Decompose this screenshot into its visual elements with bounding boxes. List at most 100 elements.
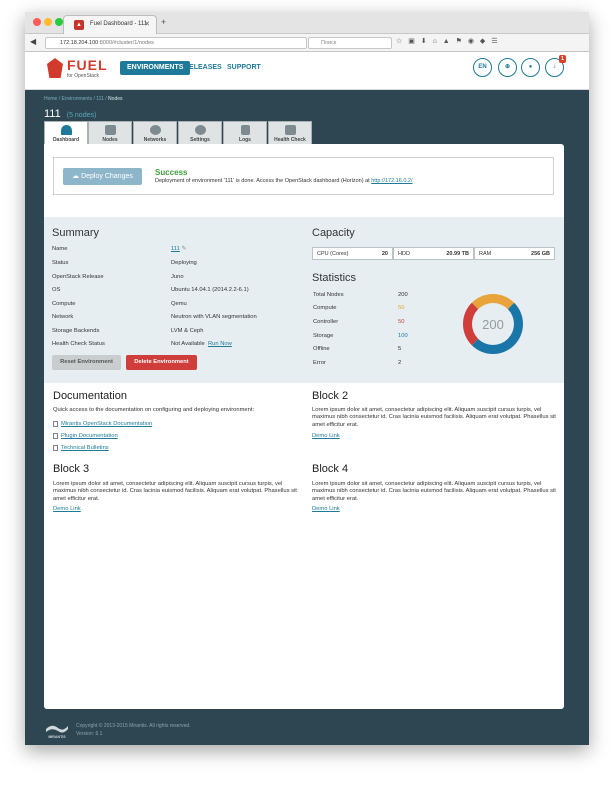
deploy-changes-button[interactable]: ☁ Deploy Changes <box>63 168 142 185</box>
minimize-window-dot[interactable] <box>44 18 52 26</box>
run-now-link[interactable]: Run Now <box>207 341 232 347</box>
doc-link-bulletins[interactable]: Technical Bulletins <box>61 445 109 451</box>
donut-total: 200 <box>482 317 504 332</box>
block-2-title: Block 2 <box>312 390 349 402</box>
tab-settings[interactable]: Settings <box>178 121 222 144</box>
close-window-dot[interactable] <box>33 18 41 26</box>
notifications-icon[interactable]: ♪ 1 <box>545 55 566 77</box>
network-icon[interactable]: ⊕ <box>498 58 517 77</box>
tab-label: Nodes <box>102 137 118 143</box>
tab-logs[interactable]: Logs <box>223 121 267 144</box>
language-icon[interactable]: EN <box>473 58 492 77</box>
breadcrumb-current: Nodes <box>108 96 123 102</box>
health-check-icon <box>285 125 296 135</box>
browser-tab-title: Fuel Dashboard - 111 <box>90 21 148 27</box>
stat-value: 2 <box>398 360 402 366</box>
block-4-link[interactable]: Demo Link <box>312 506 340 512</box>
edit-name-icon[interactable]: ✎ <box>181 246 187 252</box>
horizon-link[interactable]: http://172.16.0.2/ <box>371 178 413 184</box>
stat-key: Storage <box>313 333 334 339</box>
url-path: :8000/#cluster/1/nodes <box>98 40 154 46</box>
summary-value-name: 111 ✎ <box>171 246 186 252</box>
deploy-changes-label: Deploy Changes <box>81 173 133 180</box>
browser-window: ▲ Fuel Dashboard - 111 ✕ + ◀ 172.18.204.… <box>25 12 589 745</box>
page-title: 111 (5 nodes) <box>44 108 96 120</box>
capacity-hdd: HDD 20.99 TB <box>393 247 474 260</box>
logo-text[interactable]: FUEL <box>67 57 108 73</box>
tab-label: Settings <box>190 137 210 143</box>
stat-value: 50 <box>398 319 405 325</box>
documentation-intro: Quick access to the documentation on con… <box>53 407 255 413</box>
fuel-favicon-icon: ▲ <box>74 20 84 30</box>
capacity-title: Capacity <box>312 227 355 239</box>
footer-brand: MIRANTIS <box>48 735 66 739</box>
node-count-link[interactable]: (5 nodes) <box>66 112 97 119</box>
cpu-label: CPU (Cores) <box>317 251 349 257</box>
summary-key: Storage Backends <box>52 328 100 334</box>
stat-key: Total Nodes <box>313 292 344 298</box>
user-icon[interactable]: ● <box>521 58 540 77</box>
deploy-status-message: Deployment of environment '111' is done.… <box>155 178 413 184</box>
tab-dashboard[interactable]: Dashboard <box>44 121 88 145</box>
breadcrumb-environments[interactable]: Environments <box>61 96 93 102</box>
tab-health-check[interactable]: Health Check <box>268 121 312 144</box>
footer-copyright: Copyright © 2013-2015 Mirantis. All righ… <box>76 723 191 729</box>
donut-segment-compute <box>471 294 515 310</box>
stat-value: 100 <box>398 333 408 339</box>
block-4-text: Lorem ipsum dolor sit amet, consectetur … <box>312 481 556 502</box>
summary-key: Status <box>52 260 69 266</box>
tab-label: Health Check <box>274 137 306 143</box>
close-tab-icon[interactable]: ✕ <box>144 21 150 28</box>
nav-support[interactable]: Support <box>227 64 261 71</box>
logs-icon <box>241 125 250 135</box>
tab-label: Dashboard <box>52 137 80 143</box>
summary-section: Summary Name 111 ✎ Status Deploying Open… <box>44 217 564 383</box>
delete-environment-button[interactable]: Delete Environment <box>126 355 197 370</box>
statistics-title: Statistics <box>312 272 357 284</box>
donut-segments <box>463 294 523 354</box>
summary-key: Compute <box>52 301 76 307</box>
capacity-cpu: CPU (Cores) 20 <box>312 247 393 260</box>
stat-value: 5 <box>398 346 402 352</box>
settings-icon <box>195 125 206 135</box>
breadcrumb-environment[interactable]: 111 <box>96 96 104 102</box>
summary-value: Juno <box>171 274 184 280</box>
nav-environments[interactable]: Environments <box>120 61 191 75</box>
summary-key: Name <box>52 246 68 252</box>
breadcrumb-home[interactable]: Home <box>44 96 58 102</box>
tab-nodes[interactable]: Nodes <box>88 121 132 144</box>
tab-label: Logs <box>239 137 251 143</box>
deploy-status-title: Success <box>155 168 188 177</box>
node-stats-donut: 200 <box>463 294 523 354</box>
app-header: FUEL for OpenStack Environments Releases… <box>25 52 589 90</box>
block-2-text: Lorem ipsum dolor sit amet, consectetur … <box>312 407 556 428</box>
doc-link-mirantis[interactable]: Mirantis OpenStack Documentation <box>61 421 153 427</box>
tab-networks[interactable]: Networks <box>133 121 177 144</box>
doc-link-plugin[interactable]: Plugin Documentation <box>61 433 118 439</box>
block-3-link[interactable]: Demo Link <box>53 506 81 512</box>
documentation-title: Documentation <box>53 390 127 402</box>
browser-tab[interactable]: ▲ Fuel Dashboard - 111 ✕ <box>63 15 157 34</box>
notifications-badge: 1 <box>559 55 566 63</box>
zoom-window-dot[interactable] <box>55 18 63 26</box>
fuel-logo-icon[interactable] <box>47 58 63 78</box>
environment-name-link[interactable]: 111 <box>171 246 180 252</box>
logo-subtitle: for OpenStack <box>67 73 99 79</box>
reset-environment-button[interactable]: Reset Environment <box>52 355 121 370</box>
address-bar[interactable]: 172.18.204.100:8000/#cluster/1/nodes <box>45 37 307 49</box>
ram-label: RAM <box>479 251 492 257</box>
new-tab-icon[interactable]: + <box>161 17 167 27</box>
summary-key: Network <box>52 314 74 320</box>
nav-releases[interactable]: Releases <box>184 64 222 71</box>
back-icon[interactable]: ◀ <box>30 37 37 46</box>
search-placeholder: Поиск <box>321 40 337 46</box>
mirantis-logo-icon[interactable]: MIRANTIS <box>45 721 69 739</box>
browser-search-input[interactable]: Поиск <box>308 37 392 49</box>
stat-key: Controller <box>313 319 339 325</box>
block-2-link[interactable]: Demo Link <box>312 433 340 439</box>
deploy-message-text: Deployment of environment '111' is done.… <box>155 178 370 184</box>
capacity-ram: RAM 256 GB <box>474 247 555 260</box>
browser-toolbar: ◀ 172.18.204.100:8000/#cluster/1/nodes П… <box>25 34 589 52</box>
browser-toolbar-icons[interactable]: ☆ ▣ ⬇ ⌂ ▲ ⚑ ◉ ◆ ☰ <box>396 38 500 45</box>
summary-title: Summary <box>52 227 100 239</box>
